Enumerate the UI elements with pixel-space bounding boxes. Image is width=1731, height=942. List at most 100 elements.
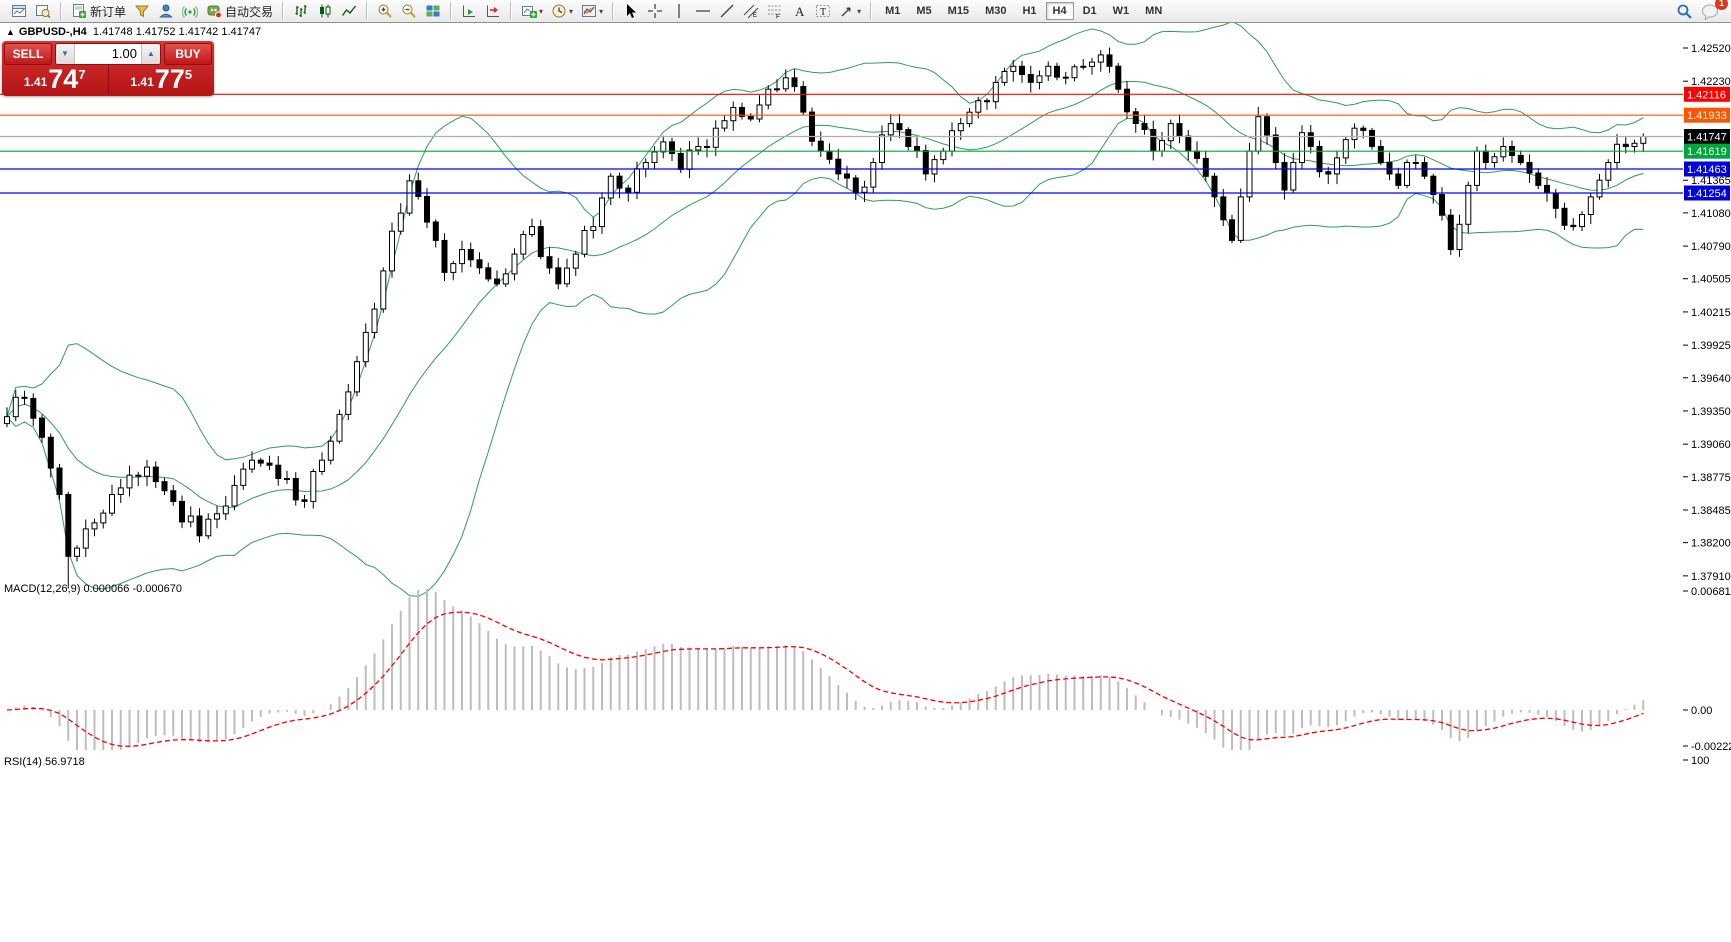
svg-text:1.41463: 1.41463 bbox=[1687, 164, 1727, 176]
profiles-button[interactable] bbox=[31, 0, 55, 22]
arrows-tool-button[interactable]: ▾ bbox=[835, 0, 865, 22]
auto-scroll-button[interactable] bbox=[457, 0, 481, 22]
periods-button[interactable]: ▾ bbox=[547, 0, 577, 22]
toolbar-separator bbox=[870, 2, 873, 20]
timeframe-mn[interactable]: MN bbox=[1145, 5, 1163, 17]
funnel-button[interactable] bbox=[130, 0, 154, 22]
new-order-label: 新订单 bbox=[90, 4, 127, 19]
candlestick-button[interactable] bbox=[313, 0, 337, 22]
chevron-down-icon: ▾ bbox=[857, 6, 862, 16]
one-click-top-row: SELL ▼ 1.00 ▲ BUY bbox=[2, 41, 214, 65]
tile-windows-icon bbox=[425, 3, 441, 19]
bar-chart-icon bbox=[293, 3, 309, 19]
chat-bubble-icon bbox=[1701, 3, 1719, 20]
svg-text:1.41254: 1.41254 bbox=[1687, 188, 1727, 200]
timeframe-w1[interactable]: W1 bbox=[1112, 5, 1130, 17]
timeframe-toolbar: M1 M5 M15 M30 H1 H4 D1 W1 MN bbox=[874, 0, 1173, 22]
toolbar-group-charttype bbox=[286, 0, 364, 22]
new-chart-button[interactable] bbox=[7, 0, 31, 22]
svg-text:1.41080: 1.41080 bbox=[1691, 208, 1731, 220]
svg-text:1.40790: 1.40790 bbox=[1691, 241, 1731, 253]
timeframe-d1[interactable]: D1 bbox=[1082, 5, 1097, 17]
toolbar-right-group: 1 bbox=[1672, 0, 1731, 22]
collapse-triangle-icon[interactable]: ▲ bbox=[6, 27, 15, 37]
vertical-line-tool-button[interactable] bbox=[667, 0, 691, 22]
zoom-out-button[interactable] bbox=[397, 0, 421, 22]
new-order-icon bbox=[71, 3, 87, 19]
line-chart-button[interactable] bbox=[337, 0, 361, 22]
volume-decrease-button[interactable]: ▼ bbox=[56, 44, 75, 64]
chevron-down-icon: ▾ bbox=[569, 6, 574, 16]
volume-increase-button[interactable]: ▲ bbox=[141, 44, 160, 64]
svg-text:1.40215: 1.40215 bbox=[1691, 307, 1731, 319]
toolbar-separator bbox=[510, 2, 513, 20]
chevron-down-icon: ▾ bbox=[599, 6, 604, 16]
svg-text:1.37910: 1.37910 bbox=[1691, 571, 1731, 583]
label-t-icon: T bbox=[815, 3, 831, 19]
cursor-icon bbox=[623, 3, 639, 19]
templates-button[interactable]: ▾ bbox=[577, 0, 607, 22]
svg-text:1.39350: 1.39350 bbox=[1691, 406, 1731, 418]
tile-windows-button[interactable] bbox=[421, 0, 445, 22]
svg-text:A: A bbox=[795, 4, 805, 19]
sell-price[interactable]: 1.41 74 7 bbox=[2, 65, 108, 94]
zoom-in-icon bbox=[377, 3, 393, 19]
fibonacci-tool-button[interactable]: F bbox=[763, 0, 787, 22]
horizontal-line-tool-button[interactable] bbox=[691, 0, 715, 22]
timeframe-h4[interactable]: H4 bbox=[1045, 2, 1074, 20]
svg-text:1.42116: 1.42116 bbox=[1687, 89, 1726, 101]
line-chart-icon bbox=[341, 3, 357, 19]
autotrading-button[interactable]: 自动交易 bbox=[202, 0, 277, 22]
volume-input[interactable]: 1.00 bbox=[75, 44, 141, 64]
svg-text:E: E bbox=[753, 13, 757, 19]
profiles-icon bbox=[35, 3, 51, 19]
zoom-in-button[interactable] bbox=[373, 0, 397, 22]
vertical-line-icon bbox=[671, 3, 687, 19]
toolbar-separator bbox=[60, 2, 62, 20]
timeframe-m1[interactable]: M1 bbox=[885, 5, 901, 17]
signal-icon bbox=[182, 3, 199, 19]
add-indicator-button[interactable]: ▾ bbox=[517, 0, 547, 22]
sell-price-sup: 7 bbox=[78, 67, 86, 82]
ohlc-values: 1.41748 1.41752 1.41742 1.41747 bbox=[92, 26, 262, 38]
svg-text:1.41933: 1.41933 bbox=[1687, 110, 1727, 122]
crosshair-tool-button[interactable] bbox=[643, 0, 667, 22]
buy-price-big: 77 bbox=[154, 64, 185, 94]
timeframe-m30[interactable]: M30 bbox=[985, 5, 1007, 17]
sell-price-big: 74 bbox=[48, 64, 79, 94]
trendline-tool-button[interactable] bbox=[715, 0, 739, 22]
one-click-trading-panel: SELL ▼ 1.00 ▲ BUY 1.41 74 7 1.41 77 5 bbox=[2, 41, 214, 96]
timeframe-h1[interactable]: H1 bbox=[1022, 5, 1037, 17]
cursor-tool-button[interactable] bbox=[619, 0, 643, 22]
one-click-prices: 1.41 74 7 1.41 77 5 bbox=[2, 65, 214, 94]
buy-button[interactable]: BUY bbox=[164, 43, 212, 65]
horizontal-line-icon bbox=[695, 3, 711, 19]
toolbar-separator bbox=[366, 2, 369, 20]
svg-text:1.38485: 1.38485 bbox=[1691, 505, 1731, 517]
search-button[interactable] bbox=[1672, 0, 1697, 22]
autotrading-label: 自动交易 bbox=[225, 4, 274, 19]
svg-text:0.006811: 0.006811 bbox=[1691, 586, 1731, 598]
bar-chart-button[interactable] bbox=[289, 0, 313, 22]
candlestick-icon bbox=[317, 3, 333, 19]
timeframe-m15[interactable]: M15 bbox=[947, 5, 970, 17]
fibonacci-icon: F bbox=[767, 3, 783, 19]
buy-price[interactable]: 1.41 77 5 bbox=[109, 65, 215, 94]
text-label-tool-button[interactable]: T bbox=[811, 0, 835, 22]
crosshair-icon bbox=[647, 3, 663, 19]
timeframe-m5[interactable]: M5 bbox=[916, 5, 932, 17]
svg-text:1.39925: 1.39925 bbox=[1691, 340, 1731, 352]
notifications-button[interactable]: 1 bbox=[1697, 0, 1728, 22]
chart-shift-button[interactable] bbox=[481, 0, 505, 22]
new-order-button[interactable]: 新订单 bbox=[67, 0, 130, 22]
sell-button[interactable]: SELL bbox=[4, 43, 52, 65]
channel-tool-button[interactable]: E bbox=[739, 0, 763, 22]
signals-button[interactable] bbox=[178, 0, 202, 22]
contacts-button[interactable] bbox=[154, 0, 178, 22]
svg-text:T: T bbox=[820, 7, 826, 18]
toolbar-separator bbox=[450, 2, 453, 20]
symbol-header: ▲ GBPUSD-,H4 1.41748 1.41752 1.41742 1.41… bbox=[6, 26, 261, 38]
funnel-icon bbox=[134, 3, 150, 19]
text-tool-button[interactable]: A bbox=[787, 0, 811, 22]
